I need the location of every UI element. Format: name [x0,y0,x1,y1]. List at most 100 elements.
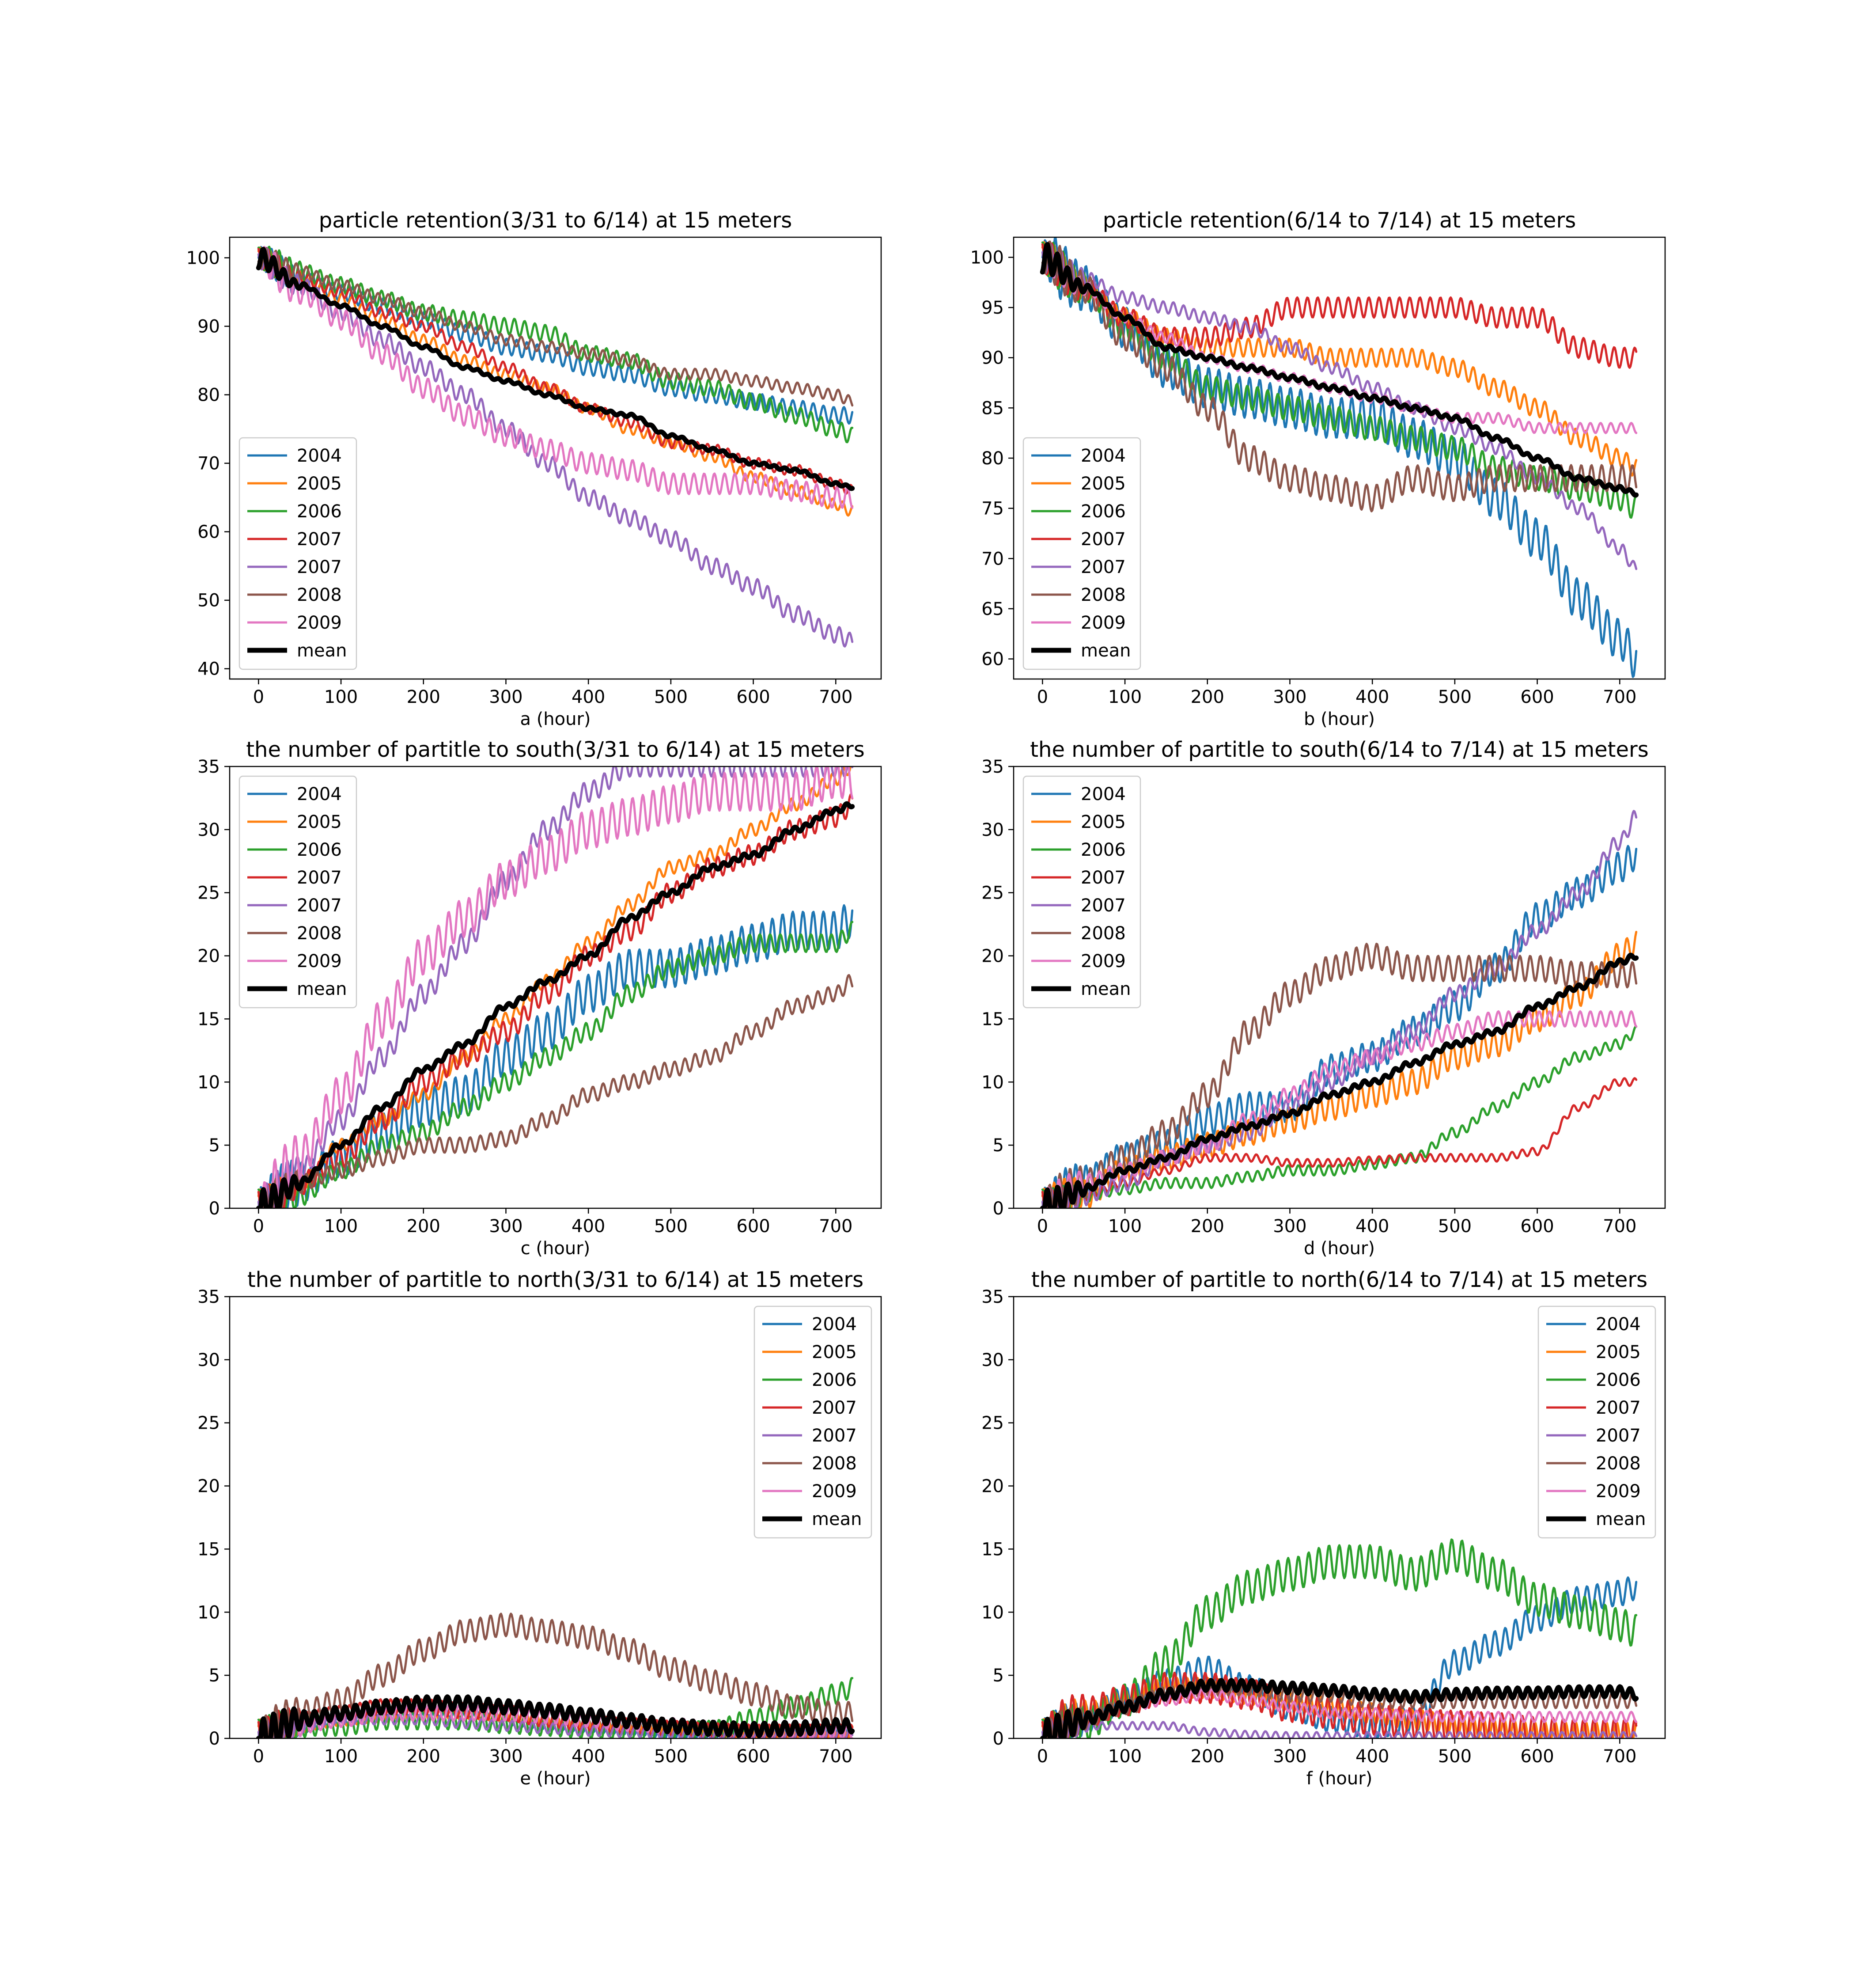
series-line-2006 [257,246,854,444]
y-tick-label: 20 [981,946,1004,967]
y-tick-label: 70 [197,454,220,474]
legend-entry: 2007 [812,1426,857,1446]
legend-entry: 2004 [1081,446,1126,466]
legend-entry: mean [1081,641,1131,661]
legend-entry: 2004 [297,784,342,804]
x-tick-label: 400 [572,1216,605,1237]
legend-entry: 2007 [297,868,342,888]
legend-entry: 2006 [297,501,342,522]
y-tick-label: 20 [197,946,220,967]
legend: 2004 2005 2006 2007 2007 2008 2009 mean [1022,437,1141,670]
y-tick-label: 30 [197,820,220,840]
legend-entry: 2008 [1081,923,1126,944]
legend-entry: 2008 [1596,1453,1641,1474]
x-axis-label: d (hour) [1304,1238,1375,1259]
x-tick-label: 700 [819,1746,852,1767]
series-line-2008 [257,1612,854,1738]
y-tick-label: 95 [981,298,1004,318]
series-line-2007 [1041,1715,1638,1738]
y-tick-label: 0 [209,1729,220,1749]
x-tick-label: 100 [324,1746,358,1767]
x-tick-label: 200 [1191,687,1224,707]
series-line-2004 [257,246,854,425]
legend-entry: 2007 [1081,557,1126,577]
legend-entry: 2007 [1081,868,1126,888]
y-tick-label: 20 [981,1476,1004,1497]
y-tick-label: 30 [197,1350,220,1370]
y-tick-label: 25 [197,1413,220,1434]
series-line-mean [1040,242,1639,498]
y-tick-label: 15 [197,1539,220,1559]
x-tick-label: 700 [1603,1746,1636,1767]
y-tick-label: 5 [993,1135,1004,1156]
x-tick-label: 700 [1603,1216,1636,1237]
legend-entry: 2006 [1081,840,1126,860]
y-tick-label: 100 [186,248,220,269]
legend-entry: 2006 [812,1370,857,1390]
x-tick-label: 200 [1191,1746,1224,1767]
plot-frame [229,766,882,1209]
series-line-2009 [1041,1010,1638,1208]
legend-entry: 2006 [297,840,342,860]
legend: 2004 2005 2006 2007 2007 2008 2009 mean [753,1305,872,1539]
x-tick-label: 0 [1037,1216,1048,1237]
x-tick-label: 300 [489,687,522,707]
series-line-2007 [1041,1077,1638,1208]
x-axis-label: f (hour) [1306,1768,1373,1789]
y-tick-label: 30 [981,820,1004,840]
x-tick-label: 600 [1520,1746,1554,1767]
x-tick-label: 200 [407,1746,440,1767]
y-tick-label: 75 [981,499,1004,519]
y-tick-label: 10 [981,1602,1004,1623]
chart-title: particle retention(3/31 to 6/14) at 15 m… [319,208,792,233]
legend-box [238,775,357,1009]
legend-entry: 2009 [1081,951,1126,971]
x-tick-label: 700 [819,1216,852,1237]
x-tick-label: 200 [407,687,440,707]
y-tick-label: 35 [981,1287,1004,1307]
plot-frame [229,1296,882,1739]
chart-title: the number of partitle to south(6/14 to … [1030,737,1649,762]
chart-title: the number of partitle to north(6/14 to … [1031,1267,1647,1292]
y-tick-label: 5 [209,1666,220,1686]
x-tick-label: 600 [1520,1216,1554,1237]
x-tick-label: 200 [407,1216,440,1237]
y-tick-label: 5 [209,1135,220,1156]
y-tick-label: 50 [197,591,220,611]
x-tick-label: 100 [324,687,358,707]
legend-entry: 2009 [1081,613,1126,633]
panel-b: 0 100 200 300 400 500 600 700 60 65 70 75 80 85 90 95 10… [970,208,1666,729]
legend: 2004 2005 2006 2007 2007 2008 2009 mean [1022,775,1141,1009]
y-tick-label: 90 [197,317,220,337]
x-tick-label: 500 [654,1746,688,1767]
y-tick-label: 80 [197,385,220,406]
series-line-2009 [257,246,854,509]
chart-title: particle retention(6/14 to 7/14) at 15 m… [1103,208,1576,233]
series-line-2008 [1041,240,1638,512]
x-tick-label: 600 [736,1746,770,1767]
x-tick-label: 700 [1603,687,1636,707]
y-tick-label: 25 [981,1413,1004,1434]
y-tick-label: 0 [209,1199,220,1219]
y-tick-label: 0 [993,1199,1004,1219]
panel-a: 0 100 200 300 400 500 600 700 40 50 60 70 80 90 100 par… [186,208,882,729]
panel-d: 0 100 200 300 400 500 600 700 0 5 10 15 20 25 30 35 the … [981,737,1666,1259]
legend-entry: 2004 [812,1314,857,1335]
legend-entry: 2007 [297,557,342,577]
series-line-2008 [257,974,854,1208]
legend-entry: mean [1596,1509,1646,1529]
y-tick-label: 60 [981,649,1004,670]
series-line-2009 [257,766,854,1208]
x-tick-label: 200 [1191,1216,1224,1237]
series-line-2004 [1041,237,1638,678]
x-tick-label: 600 [736,687,770,707]
series-line-2006 [1041,1025,1638,1208]
chart-title: the number of partitle to south(3/31 to … [246,737,865,762]
x-tick-label: 400 [1355,1216,1389,1237]
y-tick-label: 15 [981,1539,1004,1559]
y-tick-label: 70 [981,549,1004,569]
y-tick-label: 10 [197,1072,220,1093]
series-line-mean [256,247,855,491]
series-line-2008 [257,247,854,407]
